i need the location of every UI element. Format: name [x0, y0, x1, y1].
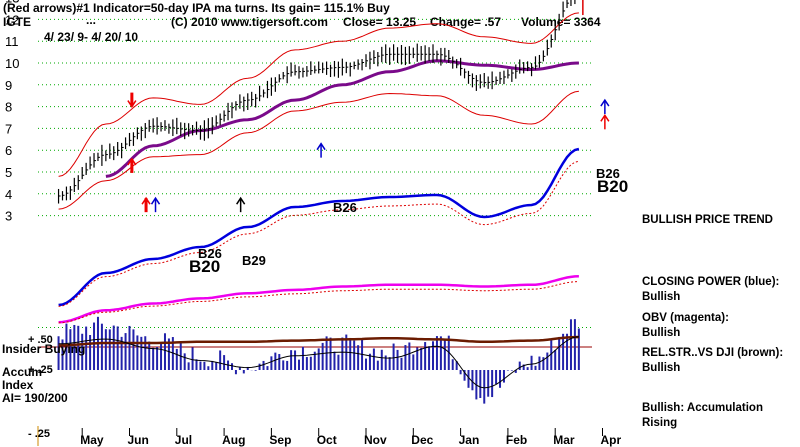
x-tick-label: Nov: [364, 433, 387, 447]
obv-title: OBV (magenta):: [642, 312, 729, 324]
signal-label-b29: B29: [242, 253, 266, 268]
rs-title: REL.STR..VS DJI (brown):: [642, 347, 784, 359]
accum-ma-line: [58, 336, 579, 389]
y-tick-label: 6: [5, 143, 12, 158]
volume-label: Volume= 3364: [521, 15, 601, 29]
signal-arrowhead: [141, 196, 151, 205]
text-layer: 3 4 5 6 7 8 9 10 11 12 13 May Jun Jul Aug Sep Oct Nov Dec J…: [2, 0, 628, 447]
copyright-label: (C) 2010 www.tigersoft.com: [171, 15, 328, 29]
cp-title: CLOSING POWER (blue):: [642, 276, 780, 288]
index-label: Index: [2, 378, 34, 392]
x-tick-label: Apr: [601, 433, 622, 447]
rs-value: Bullish: [642, 362, 681, 374]
x-tick-label: Jul: [175, 433, 192, 447]
obv-line: [58, 275, 579, 324]
obv-ma-line: [58, 281, 579, 324]
ellipsis-label: ...: [86, 13, 97, 27]
x-tick-label: Aug: [222, 433, 245, 447]
accum-label: Accum: [2, 365, 42, 379]
signal-arrowhead: [316, 142, 326, 151]
cp-value: Bullish: [642, 291, 681, 303]
change-label: Change= .57: [430, 15, 502, 29]
ai-score-label: AI= 190/200: [2, 391, 68, 405]
signal-arrowhead: [150, 196, 161, 205]
date-range-label: 4/ 23/ 9- 4/ 20/ 10: [44, 30, 139, 44]
x-tick-label: Jan: [459, 433, 480, 447]
y-tick-label: 3: [5, 209, 12, 224]
header-title: (Red arrows)#1 Indicator=50-day IPA ma t…: [3, 1, 390, 15]
x-tick-label: May: [80, 433, 104, 447]
insider-buying-label: Insider Buying: [2, 342, 85, 356]
signal-arrowhead: [236, 196, 246, 205]
y-tick-label: 11: [5, 34, 19, 49]
close-label: Close= 13.25: [343, 15, 417, 29]
accum-tick-label: + .50: [28, 334, 53, 346]
signal-label-b26: B26: [333, 200, 357, 215]
signal-arrowhead: [127, 157, 137, 166]
accum-tick-label: + .25: [28, 364, 53, 376]
y-tick-label: 10: [5, 56, 19, 71]
y-tick-label: 7: [5, 121, 12, 136]
lower-band-line: [58, 90, 579, 210]
accum-bars-layer: [57, 316, 580, 404]
y-tick-label: 4: [5, 187, 12, 202]
x-tick-label: Sep: [269, 433, 291, 447]
signal-arrowhead: [127, 100, 137, 108]
y-tick-label: 9: [5, 78, 12, 93]
accum-tick-label: - .25: [28, 428, 50, 440]
grid-layer: [37, 18, 604, 446]
closing-power-ma-line: [58, 160, 580, 307]
price-bars-layer: [57, 0, 584, 204]
series-layer: [58, 12, 580, 389]
price-trend-label: BULLISH PRICE TREND: [642, 214, 773, 226]
x-tick-label: Feb: [506, 433, 527, 447]
y-tick-label: 13: [5, 0, 19, 6]
signal-label-b20: B20: [189, 257, 220, 276]
signal-label-b26: B26: [198, 246, 222, 261]
signal-arrowhead: [600, 113, 610, 122]
x-tick-label: Dec: [411, 433, 433, 447]
closing-power-line: [58, 147, 580, 307]
symbol-label: IGTE: [3, 15, 32, 29]
upper-band-line: [58, 12, 579, 177]
x-tick-label: Jun: [128, 433, 149, 447]
x-tick-label: Mar: [553, 433, 575, 447]
x-tick-label: Oct: [317, 433, 337, 447]
arrows-layer: [127, 92, 610, 213]
signal-arrowhead: [600, 98, 610, 107]
accum-text: Bullish: Accumulation Rising: [642, 402, 763, 429]
rel-str-line: [58, 335, 579, 347]
signal-label-b20: B20: [597, 177, 628, 196]
y-tick-label: 5: [5, 165, 12, 180]
obv-value: Bullish: [642, 327, 681, 339]
signal-label-b26: B26: [596, 166, 620, 181]
y-tick-label: 12: [5, 12, 19, 27]
y-tick-label: 8: [5, 100, 12, 115]
